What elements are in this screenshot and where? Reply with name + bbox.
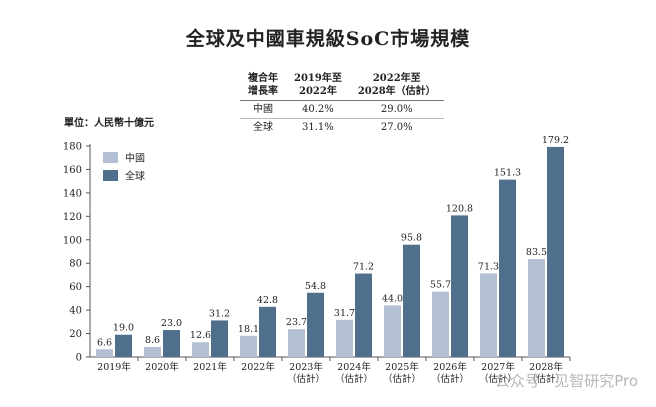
data-label: 12.6 xyxy=(190,330,211,341)
data-label: 71.2 xyxy=(353,262,374,273)
legend-label: 全球 xyxy=(125,170,145,183)
data-label: 151.3 xyxy=(494,168,521,179)
y-tick-label: 180 xyxy=(63,142,82,153)
y-tick-label: 100 xyxy=(63,235,82,246)
bar xyxy=(211,320,228,357)
data-label: 83.5 xyxy=(526,247,547,258)
data-label: 6.6 xyxy=(97,337,112,348)
cagr-value: 29.0% xyxy=(349,100,444,119)
cagr-region: 全球 xyxy=(253,122,273,133)
x-tick-label: （估計） xyxy=(287,373,325,385)
data-label: 31.2 xyxy=(209,308,230,319)
bar xyxy=(432,291,449,357)
data-label: 8.6 xyxy=(145,335,160,346)
cagr-table: 複合年 增長率 2019年至 2022年 2022年至 2028年（估計） 中國… xyxy=(240,70,444,136)
x-tick-label: （估計） xyxy=(479,373,517,385)
bar xyxy=(403,244,420,357)
data-label: 71.3 xyxy=(478,261,499,272)
bar xyxy=(384,305,401,357)
x-tick-label: 2019年 xyxy=(97,361,131,373)
watermark: 公众号 · 见智研究Pro xyxy=(494,372,638,390)
x-tick-label: 2025年 xyxy=(385,361,419,373)
data-label: 18.1 xyxy=(238,324,259,335)
cagr-header-label: 複合年 增長率 xyxy=(240,70,286,101)
bar xyxy=(336,319,353,357)
cagr-header-2022-2028: 2022年至 2028年（估計） xyxy=(349,70,444,101)
data-label: 120.8 xyxy=(446,203,473,214)
y-tick-label: 0 xyxy=(76,353,82,364)
cagr-value: 31.1% xyxy=(302,122,334,133)
y-tick-label: 120 xyxy=(63,212,82,223)
cagr-row-global: 全球 31.1% 27.0% xyxy=(240,119,444,137)
data-label: 55.7 xyxy=(430,280,451,291)
x-tick-label: （估計） xyxy=(527,373,565,385)
y-tick-label: 20 xyxy=(69,329,82,340)
data-label: 42.8 xyxy=(257,295,278,306)
data-label: 23.0 xyxy=(161,318,182,329)
data-label: 95.8 xyxy=(401,233,422,244)
bar xyxy=(547,146,564,357)
legend-swatch xyxy=(103,170,118,181)
legend-swatch xyxy=(103,152,118,163)
x-tick-label: 2023年 xyxy=(289,361,323,373)
cagr-row-china: 中國 40.2% 29.0% xyxy=(240,100,444,119)
x-tick-label: 2028年 xyxy=(529,361,563,373)
chart-title: 全球及中國車規級SoC市場規模 xyxy=(185,28,471,50)
data-label: 54.8 xyxy=(305,281,326,292)
cagr-value: 27.0% xyxy=(380,122,413,133)
y-tick-label: 40 xyxy=(69,306,82,317)
bar xyxy=(259,306,276,357)
x-tick-label: 2021年 xyxy=(193,361,227,373)
y-tick-label: 140 xyxy=(63,188,82,199)
cagr-header-2019-2022: 2019年至 2022年 xyxy=(286,70,350,101)
x-tick-label: 2027年 xyxy=(481,361,515,373)
x-tick-label: （估計） xyxy=(335,373,373,385)
cagr-region: 中國 xyxy=(240,100,286,119)
data-label: 44.0 xyxy=(382,293,403,304)
y-tick-label: 80 xyxy=(69,259,82,270)
bar xyxy=(528,259,545,357)
x-tick-label: （估計） xyxy=(431,373,469,385)
bar xyxy=(307,292,324,357)
y-tick-label: 160 xyxy=(63,165,82,176)
x-tick-label: 2026年 xyxy=(433,361,467,373)
x-tick-label: （估計） xyxy=(383,373,421,385)
data-label: 19.0 xyxy=(113,323,134,334)
bar xyxy=(480,273,497,357)
bar xyxy=(96,349,113,357)
data-label: 31.7 xyxy=(334,308,355,319)
data-label: 179.2 xyxy=(542,135,569,146)
bar xyxy=(163,330,180,357)
x-tick-label: 2024年 xyxy=(337,361,371,373)
x-tick-label: 2022年 xyxy=(241,361,275,373)
cagr-value: 40.2% xyxy=(286,100,350,119)
bar xyxy=(115,334,132,357)
data-label: 23.7 xyxy=(286,317,307,328)
bar xyxy=(451,215,468,357)
y-tick-label: 60 xyxy=(69,282,82,293)
x-tick-label: 2020年 xyxy=(145,361,179,373)
bar xyxy=(499,179,516,357)
bar xyxy=(355,273,372,357)
legend-label: 中國 xyxy=(125,152,145,165)
bar xyxy=(192,342,209,357)
bar xyxy=(288,329,305,357)
bar xyxy=(144,346,161,357)
bar xyxy=(240,335,257,357)
unit-label: 單位：人民幣十億元 xyxy=(64,118,154,129)
